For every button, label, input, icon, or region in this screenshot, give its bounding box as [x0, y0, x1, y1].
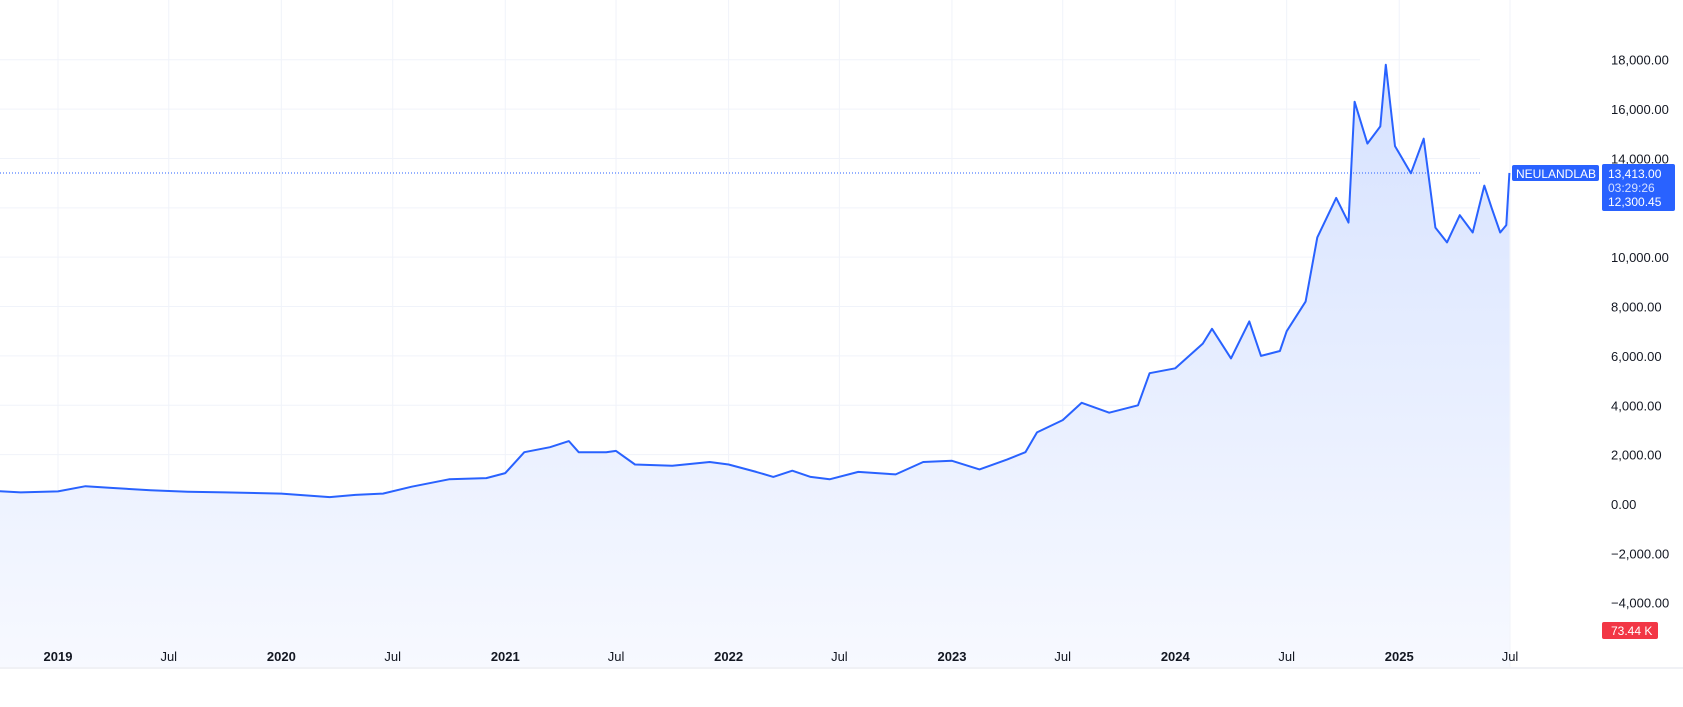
x-tick-label: 2020 — [267, 649, 296, 664]
x-tick-label: Jul — [608, 649, 625, 664]
x-tick-label: 2019 — [44, 649, 73, 664]
y-tick-label: 18,000.00 — [1611, 53, 1669, 68]
price-area — [0, 64, 1510, 667]
y-tick-label: 4,000.00 — [1611, 398, 1662, 413]
x-tick-label: 2021 — [491, 649, 520, 664]
y-tick-label: 14,000.00 — [1611, 151, 1669, 166]
y-tick-label: 0.00 — [1611, 497, 1636, 512]
x-tick-label: Jul — [831, 649, 848, 664]
symbol-badge: NEULANDLAB — [1512, 164, 1599, 181]
x-tick-label: Jul — [1502, 649, 1519, 664]
price-line — [0, 63, 1511, 499]
symbol-label: NEULANDLAB — [1516, 167, 1596, 181]
y-tick-label: 10,000.00 — [1611, 250, 1669, 265]
x-tick-label: 2023 — [938, 649, 967, 664]
y-axis[interactable]: 18,000.00 16,000.00 14,000.00 10,000.00 8,00… — [1611, 53, 1669, 611]
reference-price-label: 12,300.45 — [1608, 195, 1662, 209]
y-tick-label: 16,000.00 — [1611, 102, 1669, 117]
x-tick-label: Jul — [160, 649, 177, 664]
x-tick-label: 2024 — [1161, 649, 1191, 664]
price-badge: 13,413.00 03:29:26 12,300.45 — [1602, 163, 1675, 211]
volume-label: 73.44 K — [1611, 624, 1652, 638]
countdown-label: 03:29:26 — [1608, 181, 1655, 195]
x-tick-label: Jul — [1054, 649, 1071, 664]
y-tick-label: −2,000.00 — [1611, 546, 1669, 561]
y-tick-label: 6,000.00 — [1611, 349, 1662, 364]
last-price-label: 13,413.00 — [1608, 167, 1662, 181]
x-tick-label: 2025 — [1385, 649, 1414, 664]
x-tick-label: Jul — [1278, 649, 1295, 664]
y-tick-label: −4,000.00 — [1611, 596, 1669, 611]
x-tick-label: Jul — [384, 649, 401, 664]
y-tick-label: 2,000.00 — [1611, 448, 1662, 463]
x-tick-label: 2022 — [714, 649, 743, 664]
x-axis[interactable]: 2019 Jul 2020 Jul 2021 Jul 2022 Jul 2023 Jul 2024 J… — [44, 649, 1519, 664]
y-tick-label: 8,000.00 — [1611, 300, 1662, 315]
volume-badge: 73.44 K — [1602, 622, 1658, 639]
